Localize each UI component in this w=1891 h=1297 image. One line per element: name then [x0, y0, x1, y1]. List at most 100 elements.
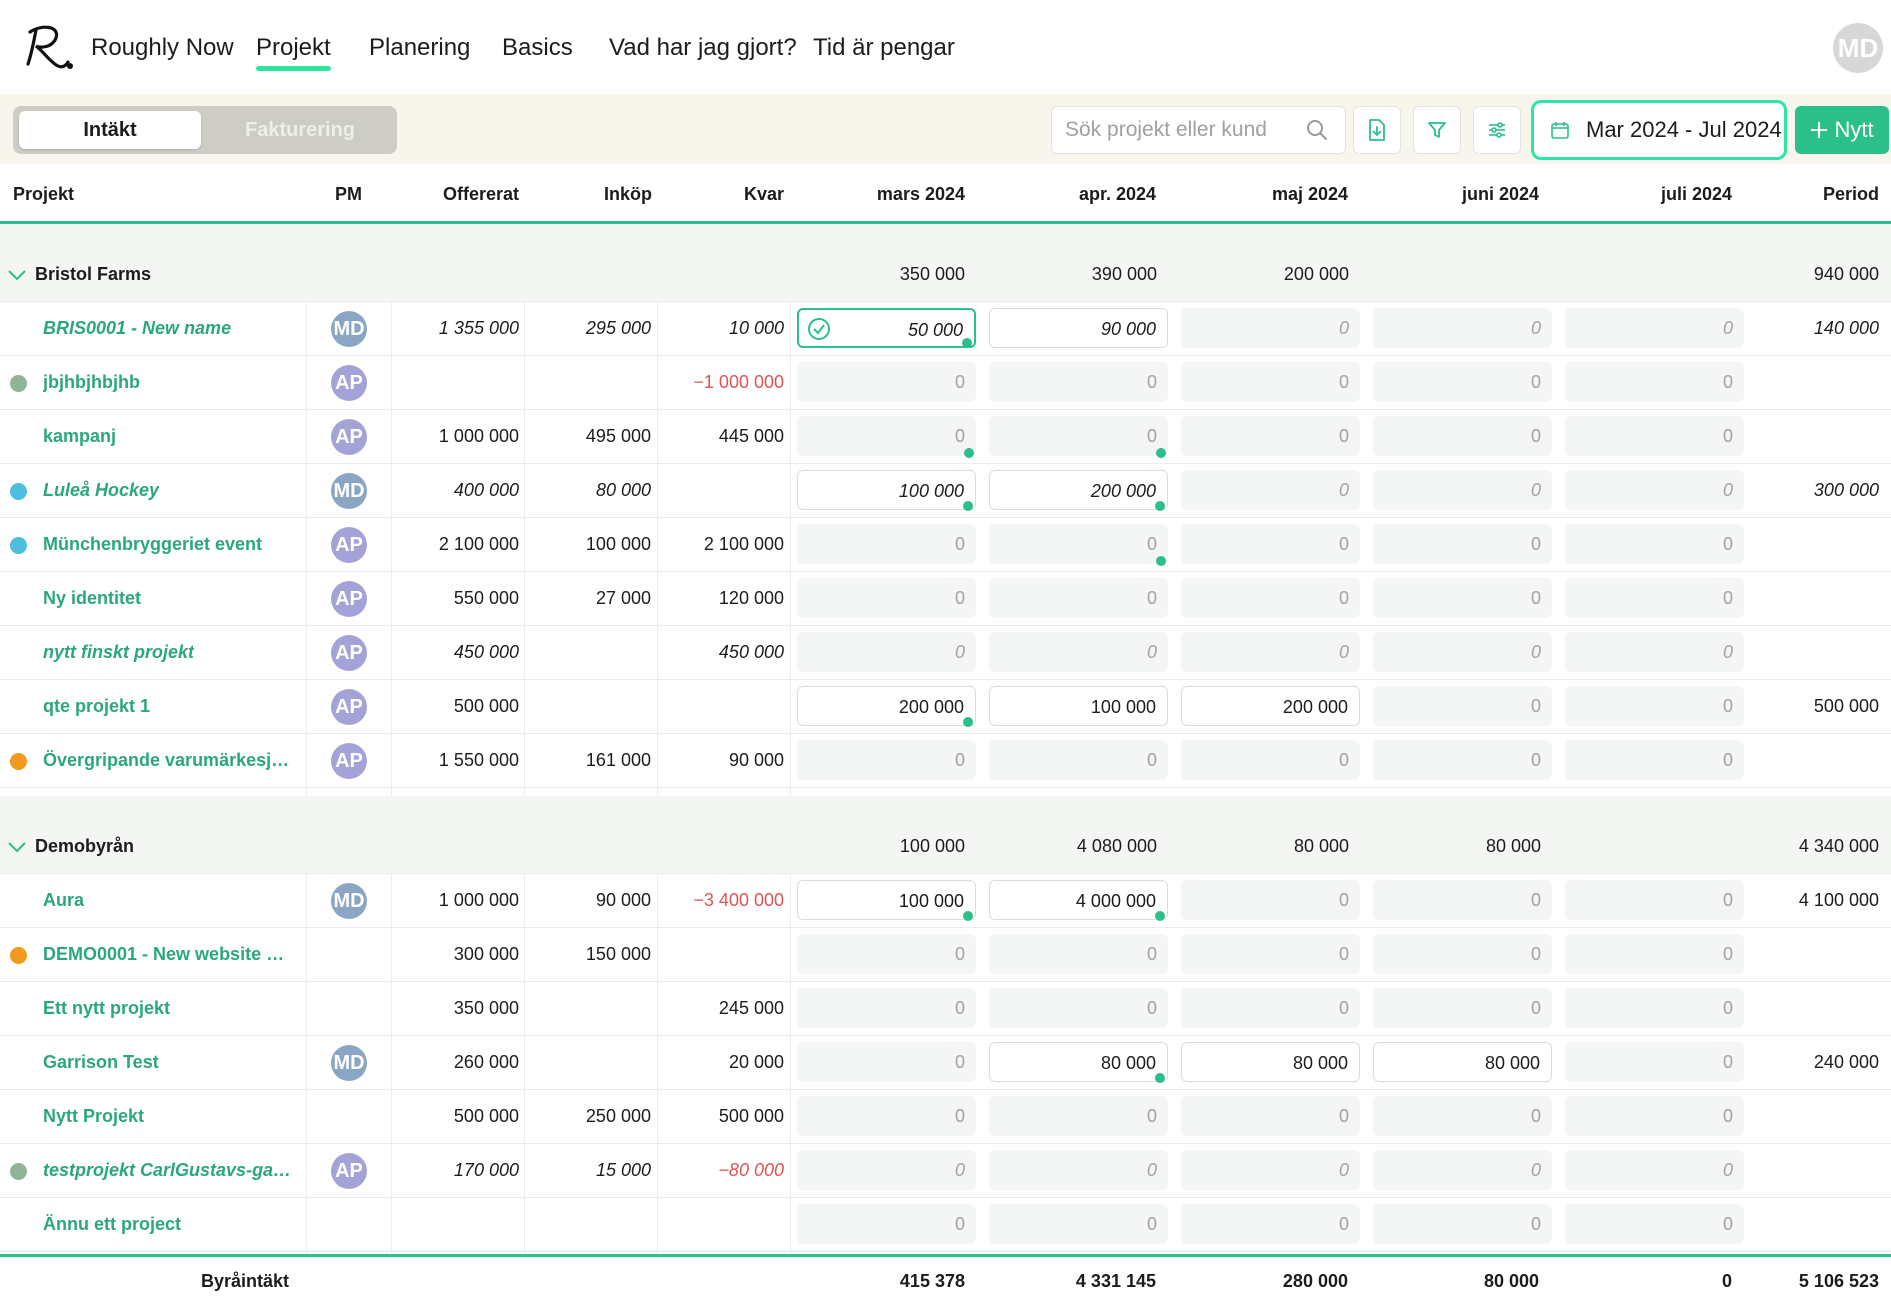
nav-vad-har-jag-gjort[interactable]: Vad har jag gjort?: [609, 34, 797, 61]
table-row[interactable]: Ännu ett project 0 0 0 0 0: [0, 1198, 1891, 1252]
month-cell[interactable]: 0: [1373, 686, 1552, 726]
month-cell[interactable]: 0: [1181, 934, 1360, 974]
month-cell[interactable]: 4 000 000: [989, 880, 1168, 921]
month-cell[interactable]: 0: [1373, 632, 1552, 672]
month-cell[interactable]: 90 000: [989, 308, 1168, 348]
month-cell[interactable]: 0: [797, 1096, 976, 1136]
table-row[interactable]: Ett nytt projekt 350 000 245 000 0 0 0 0 0: [0, 982, 1891, 1036]
pm-avatar[interactable]: AP: [331, 635, 367, 671]
toggle-fakturering[interactable]: Fakturering: [244, 118, 356, 141]
month-cell[interactable]: 0: [1565, 1096, 1744, 1136]
table-row[interactable]: Nytt Projekt 500 000 250 000 500 000 0 0 0 0 0: [0, 1090, 1891, 1144]
table-row[interactable]: Aura MD 1 000 000 90 000 −3 400 000 100 000 4 …: [0, 874, 1891, 928]
month-cell[interactable]: 80 000: [1181, 1042, 1360, 1082]
month-cell[interactable]: 100 000: [797, 470, 976, 511]
month-cell[interactable]: 0: [1373, 880, 1552, 920]
month-cell[interactable]: 0: [1565, 740, 1744, 780]
settings-button[interactable]: [1473, 106, 1521, 154]
month-cell[interactable]: 0: [1565, 934, 1744, 974]
col-apr-2024[interactable]: apr. 2024: [1078, 184, 1156, 204]
month-cell[interactable]: 0: [1565, 1042, 1744, 1082]
month-cell[interactable]: 0: [1181, 632, 1360, 672]
project-link[interactable]: Garrison Test: [43, 1052, 159, 1072]
month-cell[interactable]: 0: [989, 632, 1168, 672]
month-cell[interactable]: 0: [1373, 524, 1552, 564]
project-link[interactable]: Aura: [43, 890, 85, 910]
month-cell[interactable]: 0: [1181, 880, 1360, 920]
month-cell[interactable]: 0: [1181, 1150, 1360, 1190]
month-cell[interactable]: 0: [1565, 686, 1744, 726]
pm-avatar[interactable]: AP: [331, 743, 367, 779]
pm-avatar[interactable]: AP: [331, 1153, 367, 1189]
nav-planering[interactable]: Planering: [369, 34, 471, 61]
col-juli-2024[interactable]: juli 2024: [1660, 184, 1732, 204]
pm-avatar[interactable]: AP: [331, 581, 367, 617]
month-cell[interactable]: 0: [1181, 740, 1360, 780]
month-cell[interactable]: 0: [1565, 578, 1744, 618]
project-link[interactable]: jbjhbjhbjhb: [43, 372, 140, 392]
pm-avatar[interactable]: AP: [331, 365, 367, 401]
month-cell[interactable]: 0: [1565, 416, 1744, 456]
month-cell[interactable]: 0: [1373, 740, 1552, 780]
month-cell[interactable]: 0: [1373, 578, 1552, 618]
col-maj-2024[interactable]: maj 2024: [1271, 184, 1348, 204]
table-row[interactable]: DEMO0001 - New website De… 300 000 150 000…: [0, 928, 1891, 982]
col-period[interactable]: Period: [1822, 184, 1879, 204]
pm-avatar[interactable]: MD: [331, 883, 367, 919]
month-cell[interactable]: 0: [1181, 308, 1360, 348]
month-cell[interactable]: 0: [1565, 632, 1744, 672]
month-cell[interactable]: 0: [989, 1096, 1168, 1136]
user-avatar[interactable]: MD: [1833, 23, 1883, 73]
col-juni-2024[interactable]: juni 2024: [1461, 184, 1539, 204]
group-row[interactable]: Demobyrån 100 000 4 080 000 80 000 80 000 4 3…: [0, 796, 1891, 874]
month-cell[interactable]: 0: [989, 524, 1168, 566]
project-link[interactable]: Nytt Projekt: [43, 1106, 145, 1126]
month-cell[interactable]: 0: [1373, 308, 1552, 348]
month-cell[interactable]: 0: [797, 1150, 976, 1190]
project-link[interactable]: nytt finskt projekt: [43, 642, 195, 662]
month-cell[interactable]: 80 000: [1373, 1042, 1552, 1082]
month-cell[interactable]: 0: [1181, 1096, 1360, 1136]
month-cell[interactable]: 0: [989, 416, 1168, 458]
logo-icon[interactable]: [22, 22, 74, 72]
project-link[interactable]: Ännu ett project: [43, 1214, 181, 1234]
pm-avatar[interactable]: AP: [331, 419, 367, 455]
month-cell[interactable]: 0: [989, 988, 1168, 1028]
month-cell[interactable]: 0: [797, 524, 976, 564]
nav-roughly-now[interactable]: Roughly Now: [91, 34, 234, 61]
project-link[interactable]: Luleå Hockey: [43, 480, 160, 500]
project-link[interactable]: BRIS0001 - New name: [43, 318, 232, 338]
group-row[interactable]: Bristol Farms 350 000 390 000 200 000 940 00…: [0, 224, 1891, 302]
filter-button[interactable]: [1413, 106, 1461, 154]
month-cell[interactable]: 0: [797, 632, 976, 672]
month-cell[interactable]: 100 000: [797, 880, 976, 921]
table-row[interactable]: testprojekt CarlGustavs-gatan AP 170 000 15…: [0, 1144, 1891, 1198]
table-row[interactable]: Övergripande varumärkesjobb AP 1 550 000 16…: [0, 734, 1891, 788]
month-cell[interactable]: 0: [1181, 578, 1360, 618]
month-cell[interactable]: 0: [1373, 470, 1552, 510]
project-link[interactable]: kampanj: [43, 426, 117, 446]
nav-basics[interactable]: Basics: [502, 34, 573, 61]
pm-avatar[interactable]: AP: [331, 689, 367, 725]
search-input[interactable]: [1051, 106, 1346, 154]
check-circle-icon[interactable]: [807, 317, 831, 341]
month-cell[interactable]: 0: [1565, 524, 1744, 564]
col-offererat[interactable]: Offererat: [442, 184, 519, 204]
month-cell[interactable]: 0: [1565, 470, 1744, 510]
month-cell[interactable]: 200 000: [1181, 686, 1360, 726]
month-cell[interactable]: 0: [989, 362, 1168, 402]
pm-avatar[interactable]: MD: [331, 473, 367, 509]
month-cell[interactable]: 0: [1373, 416, 1552, 456]
month-cell[interactable]: 0: [797, 578, 976, 618]
export-button[interactable]: [1353, 106, 1401, 154]
chevron-down-icon[interactable]: [7, 840, 27, 854]
month-cell[interactable]: 0: [989, 578, 1168, 618]
new-button[interactable]: Nytt: [1795, 106, 1889, 154]
table-row[interactable]: jbjhbjhbjhb AP −1 000 000 0 0 0 0 0: [0, 356, 1891, 410]
nav-tid-ar-pengar[interactable]: Tid är pengar: [813, 34, 955, 61]
month-cell[interactable]: 0: [1373, 1204, 1552, 1244]
month-cell[interactable]: 0: [1181, 988, 1360, 1028]
month-cell[interactable]: 0: [989, 740, 1168, 780]
project-link[interactable]: Ett nytt projekt: [43, 998, 171, 1018]
table-row[interactable]: nytt finskt projekt AP 450 000 450 000 0 0 0 0 0: [0, 626, 1891, 680]
